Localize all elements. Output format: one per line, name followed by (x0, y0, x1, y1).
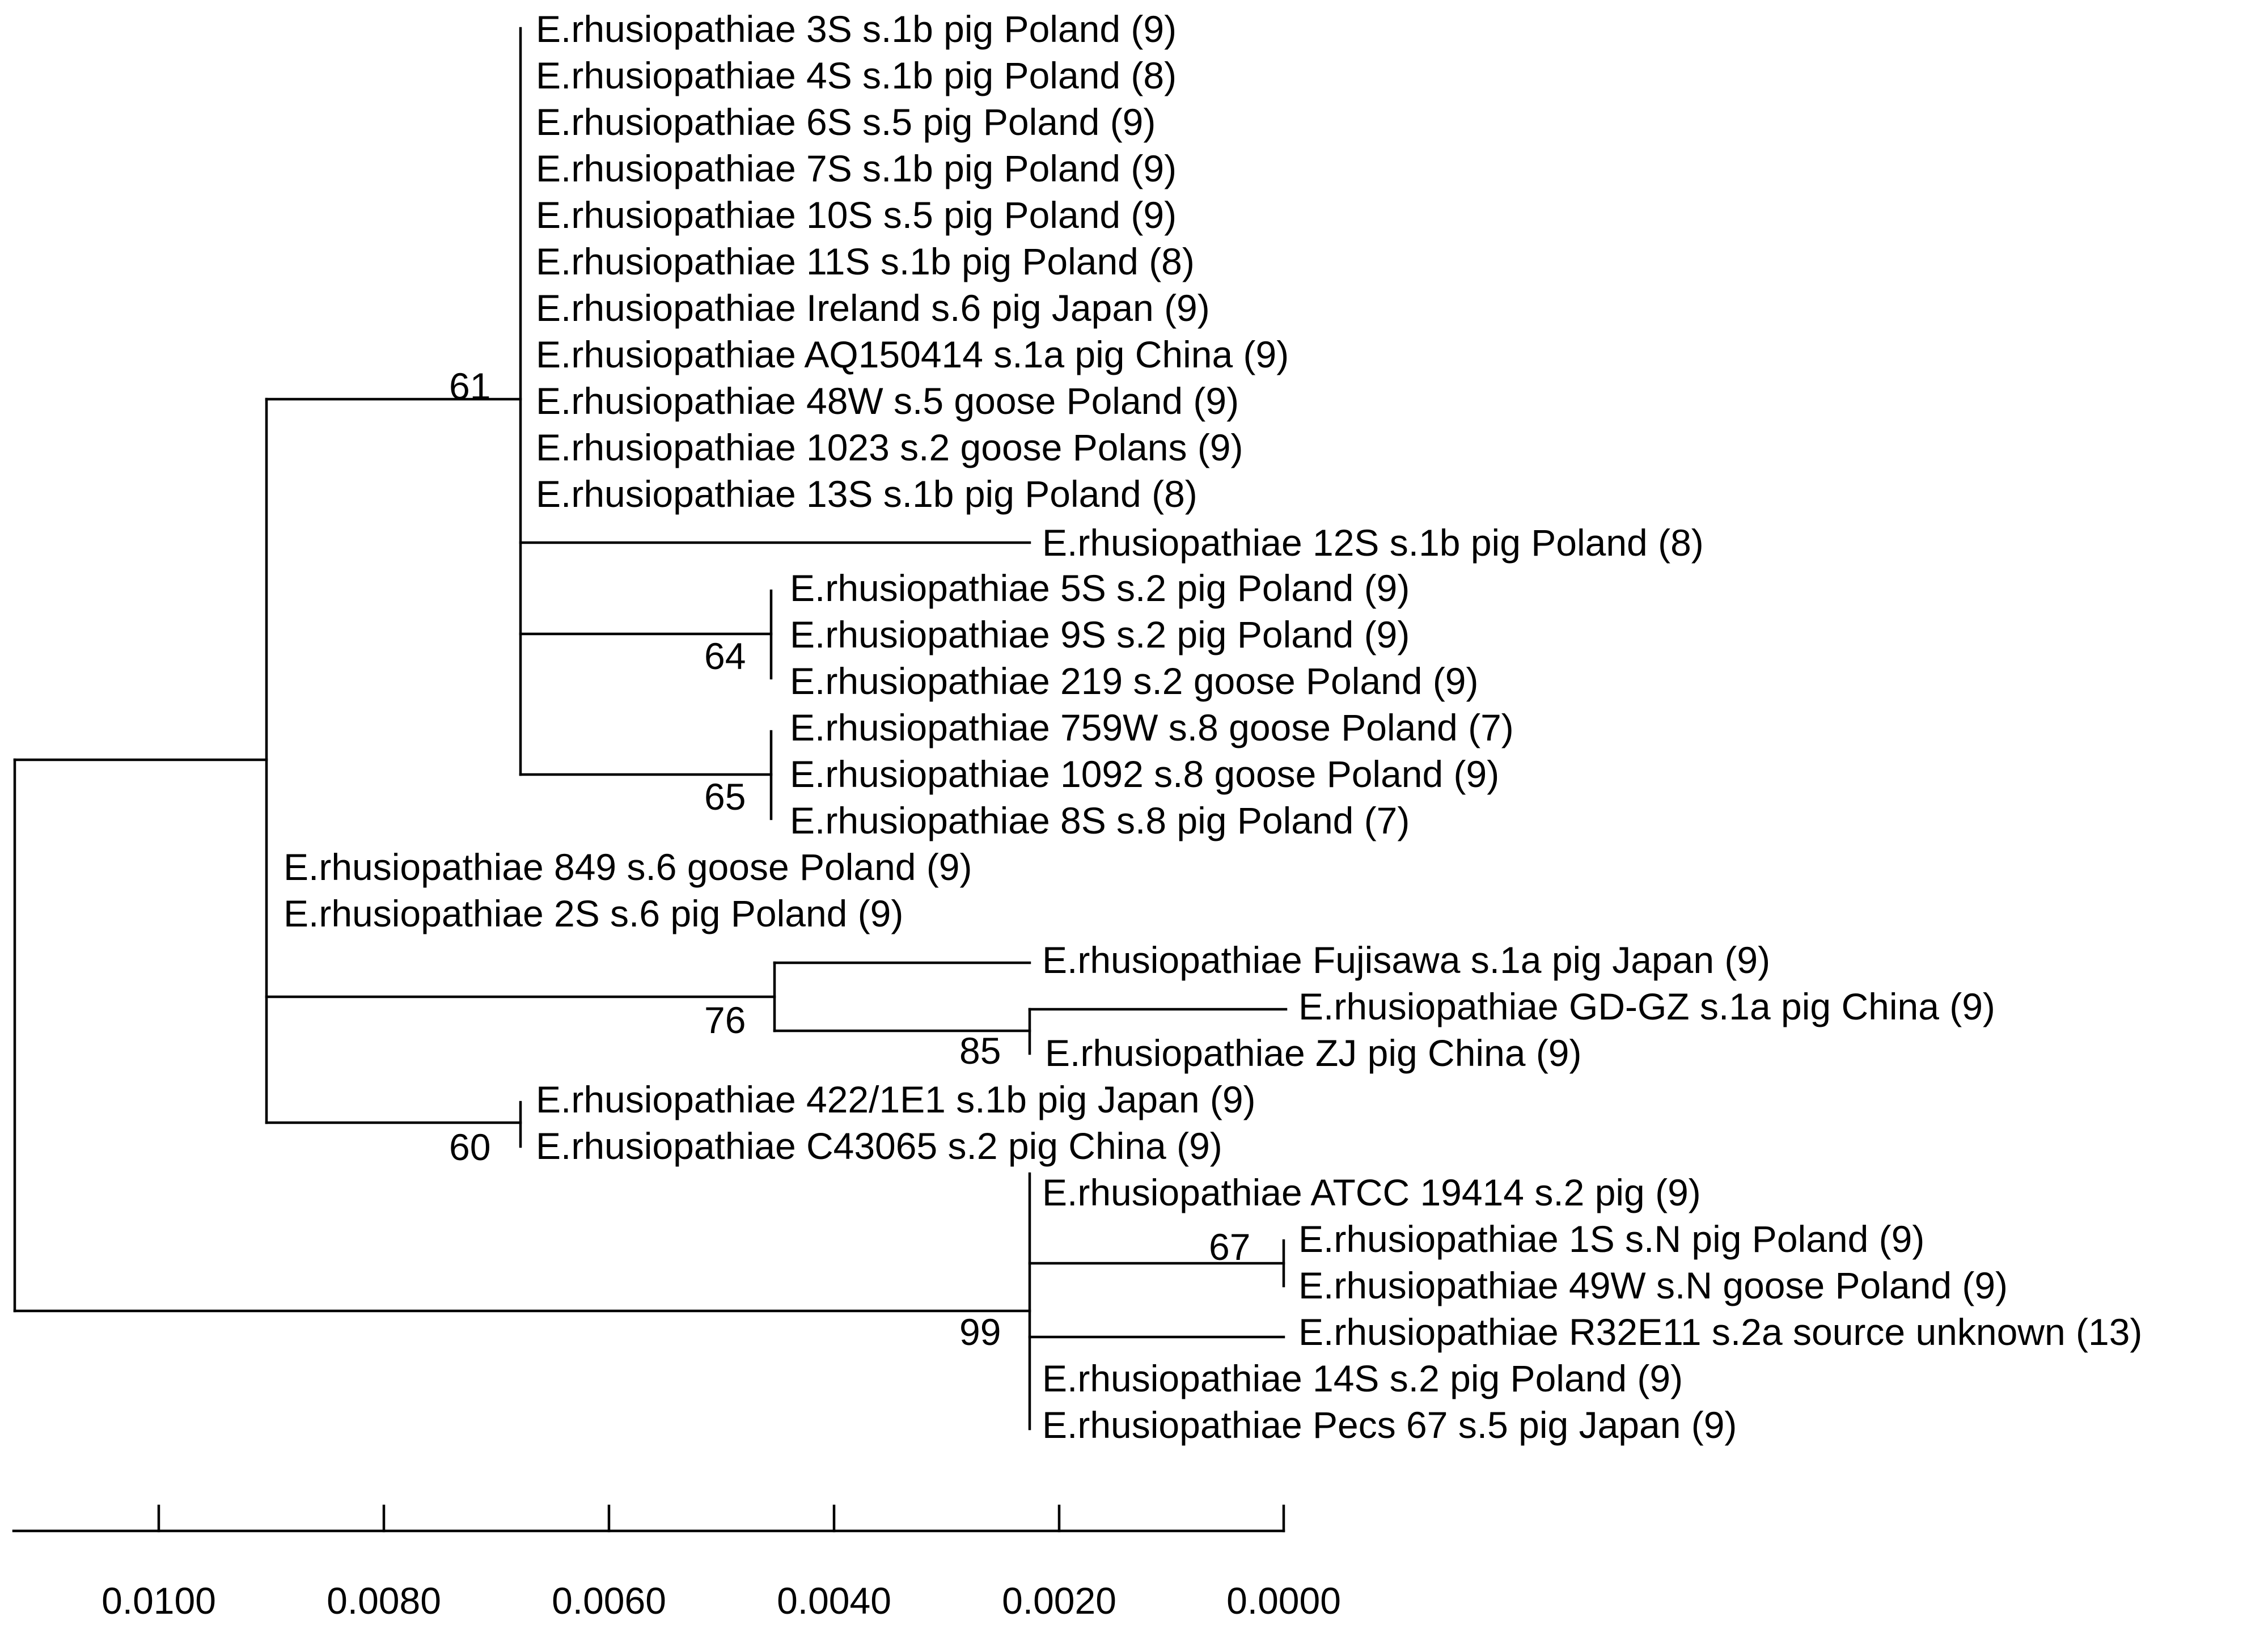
taxon-label: E.rhusiopathiae GD-GZ s.1a pig China (9) (1298, 985, 1995, 1027)
bootstrap-value: 60 (449, 1126, 490, 1168)
taxon-label: E.rhusiopathiae 9S s.2 pig Poland (9) (790, 613, 1410, 655)
bootstrap-value: 67 (1209, 1226, 1250, 1268)
scale-tick-label: 0.0040 (777, 1580, 891, 1622)
taxon-label: E.rhusiopathiae ATCC 19414 s.2 pig (9) (1042, 1171, 1701, 1213)
taxon-label: E.rhusiopathiae 1092 s.8 goose Poland (9… (790, 753, 1499, 795)
bootstrap-value: 61 (449, 365, 490, 407)
taxon-label: E.rhusiopathiae 11S s.1b pig Poland (8) (536, 240, 1195, 282)
bootstrap-value: 99 (959, 1311, 1001, 1353)
taxon-label: E.rhusiopathiae 7S s.1b pig Poland (9) (536, 147, 1177, 189)
taxon-label: E.rhusiopathiae ZJ pig China (9) (1045, 1032, 1582, 1074)
taxon-label: E.rhusiopathiae 14S s.2 pig Poland (9) (1042, 1357, 1683, 1399)
scale-axis: 0.0100 0.0080 0.0060 0.0040 0.0020 0.000… (12, 1504, 1341, 1622)
taxon-label: E.rhusiopathiae 13S s.1b pig Poland (8) (536, 473, 1198, 515)
taxon-label: E.rhusiopathiae 219 s.2 goose Poland (9) (790, 660, 1479, 702)
taxon-label: E.rhusiopathiae 5S s.2 pig Poland (9) (790, 567, 1410, 609)
taxon-label: E.rhusiopathiae 1023 s.2 goose Polans (9… (536, 426, 1243, 468)
bootstrap-value: 64 (704, 635, 746, 677)
taxon-label: E.rhusiopathiae 849 s.6 goose Poland (9) (284, 846, 972, 888)
taxon-label: E.rhusiopathiae 49W s.N goose Poland (9) (1298, 1264, 2008, 1306)
scale-tick-label: 0.0100 (101, 1580, 216, 1622)
taxon-label: E.rhusiopathiae 10S s.5 pig Poland (9) (536, 194, 1177, 236)
scale-tick-label: 0.0080 (327, 1580, 441, 1622)
taxon-label: E.rhusiopathiae 8S s.8 pig Poland (7) (790, 799, 1410, 841)
taxon-label: E.rhusiopathiae AQ150414 s.1a pig China … (536, 333, 1289, 375)
taxon-label: E.rhusiopathiae 6S s.5 pig Poland (9) (536, 101, 1156, 143)
taxon-label: E.rhusiopathiae Ireland s.6 pig Japan (9… (536, 287, 1210, 329)
taxon-label: E.rhusiopathiae R32E11 s.2a source unkno… (1298, 1311, 2142, 1353)
taxon-label: E.rhusiopathiae Fujisawa s.1a pig Japan … (1042, 939, 1770, 981)
taxon-label: E.rhusiopathiae 48W s.5 goose Poland (9) (536, 380, 1239, 422)
taxon-label: E.rhusiopathiae 2S s.6 pig Poland (9) (284, 892, 903, 934)
bootstrap-value: 76 (704, 999, 746, 1041)
taxon-label: E.rhusiopathiae 422/1E1 s.1b pig Japan (… (536, 1078, 1256, 1120)
taxon-label: E.rhusiopathiae C43065 s.2 pig China (9) (536, 1125, 1222, 1167)
scale-tick-label: 0.0060 (552, 1580, 666, 1622)
taxon-label: E.rhusiopathiae 12S s.1b pig Poland (8) (1042, 522, 1704, 564)
bootstrap-value: 85 (959, 1030, 1001, 1072)
bootstrap-value: 65 (704, 776, 746, 818)
scale-tick-label: 0.0000 (1226, 1580, 1341, 1622)
taxon-label: E.rhusiopathiae 3S s.1b pig Poland (9) (536, 8, 1177, 50)
scale-tick-label: 0.0020 (1002, 1580, 1116, 1622)
taxon-label: E.rhusiopathiae 4S s.1b pig Poland (8) (536, 54, 1177, 96)
taxon-label: E.rhusiopathiae Pecs 67 s.5 pig Japan (9… (1042, 1404, 1737, 1446)
taxon-label: E.rhusiopathiae 759W s.8 goose Poland (7… (790, 706, 1514, 748)
taxon-label: E.rhusiopathiae 1S s.N pig Poland (9) (1298, 1218, 1924, 1260)
